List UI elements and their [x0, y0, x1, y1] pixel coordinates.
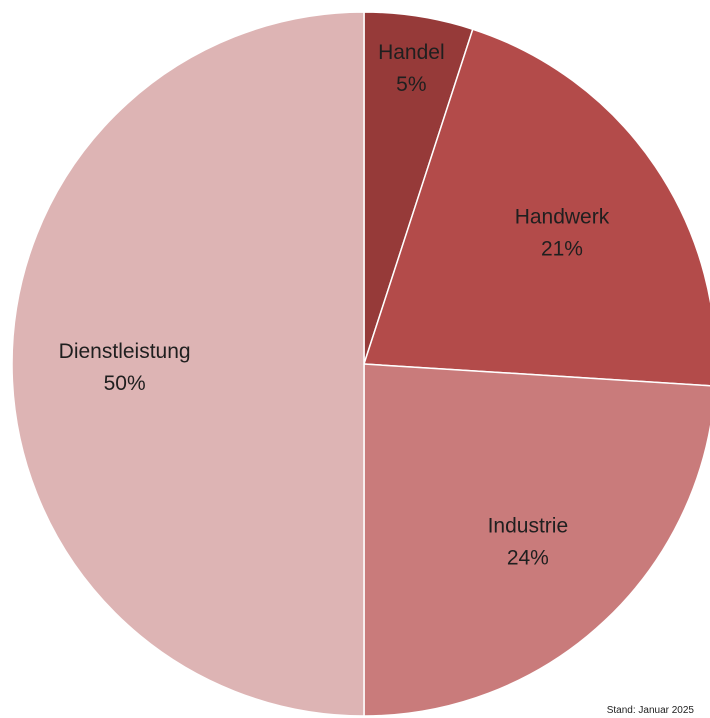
slice-value-handel: 5% [396, 73, 426, 96]
slice-label-dienstleistung: Dienstleistung [59, 340, 191, 363]
pie-slices [11, 11, 710, 717]
slice-label-industrie: Industrie [488, 514, 569, 537]
pie-labels: Handel 5% Handwerk 21% Industrie 24% Dienstlei… [59, 41, 610, 569]
pie-slice-dienstleistung [11, 11, 365, 717]
slice-value-handwerk: 21% [541, 237, 583, 260]
slice-label-handwerk: Handwerk [515, 205, 610, 228]
slice-value-dienstleistung: 50% [104, 372, 146, 395]
pie-slice-handwerk [362, 28, 710, 387]
footnote-date: Stand: Januar 2025 [606, 705, 694, 716]
slice-value-industrie: 24% [507, 546, 549, 569]
slice-label-handel: Handel [378, 41, 445, 64]
pie-slice-industrie [363, 363, 710, 717]
